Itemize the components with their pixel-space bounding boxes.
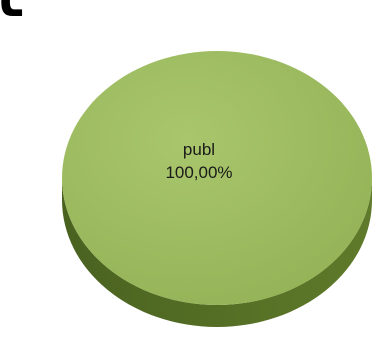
pie-slice-side bbox=[62, 178, 372, 327]
pie-slice-0 bbox=[62, 51, 372, 305]
page-title-fragment: l bbox=[0, 0, 26, 26]
slice-percent-label: 100,00% bbox=[165, 163, 232, 182]
slice-category-label: publ bbox=[183, 140, 215, 159]
